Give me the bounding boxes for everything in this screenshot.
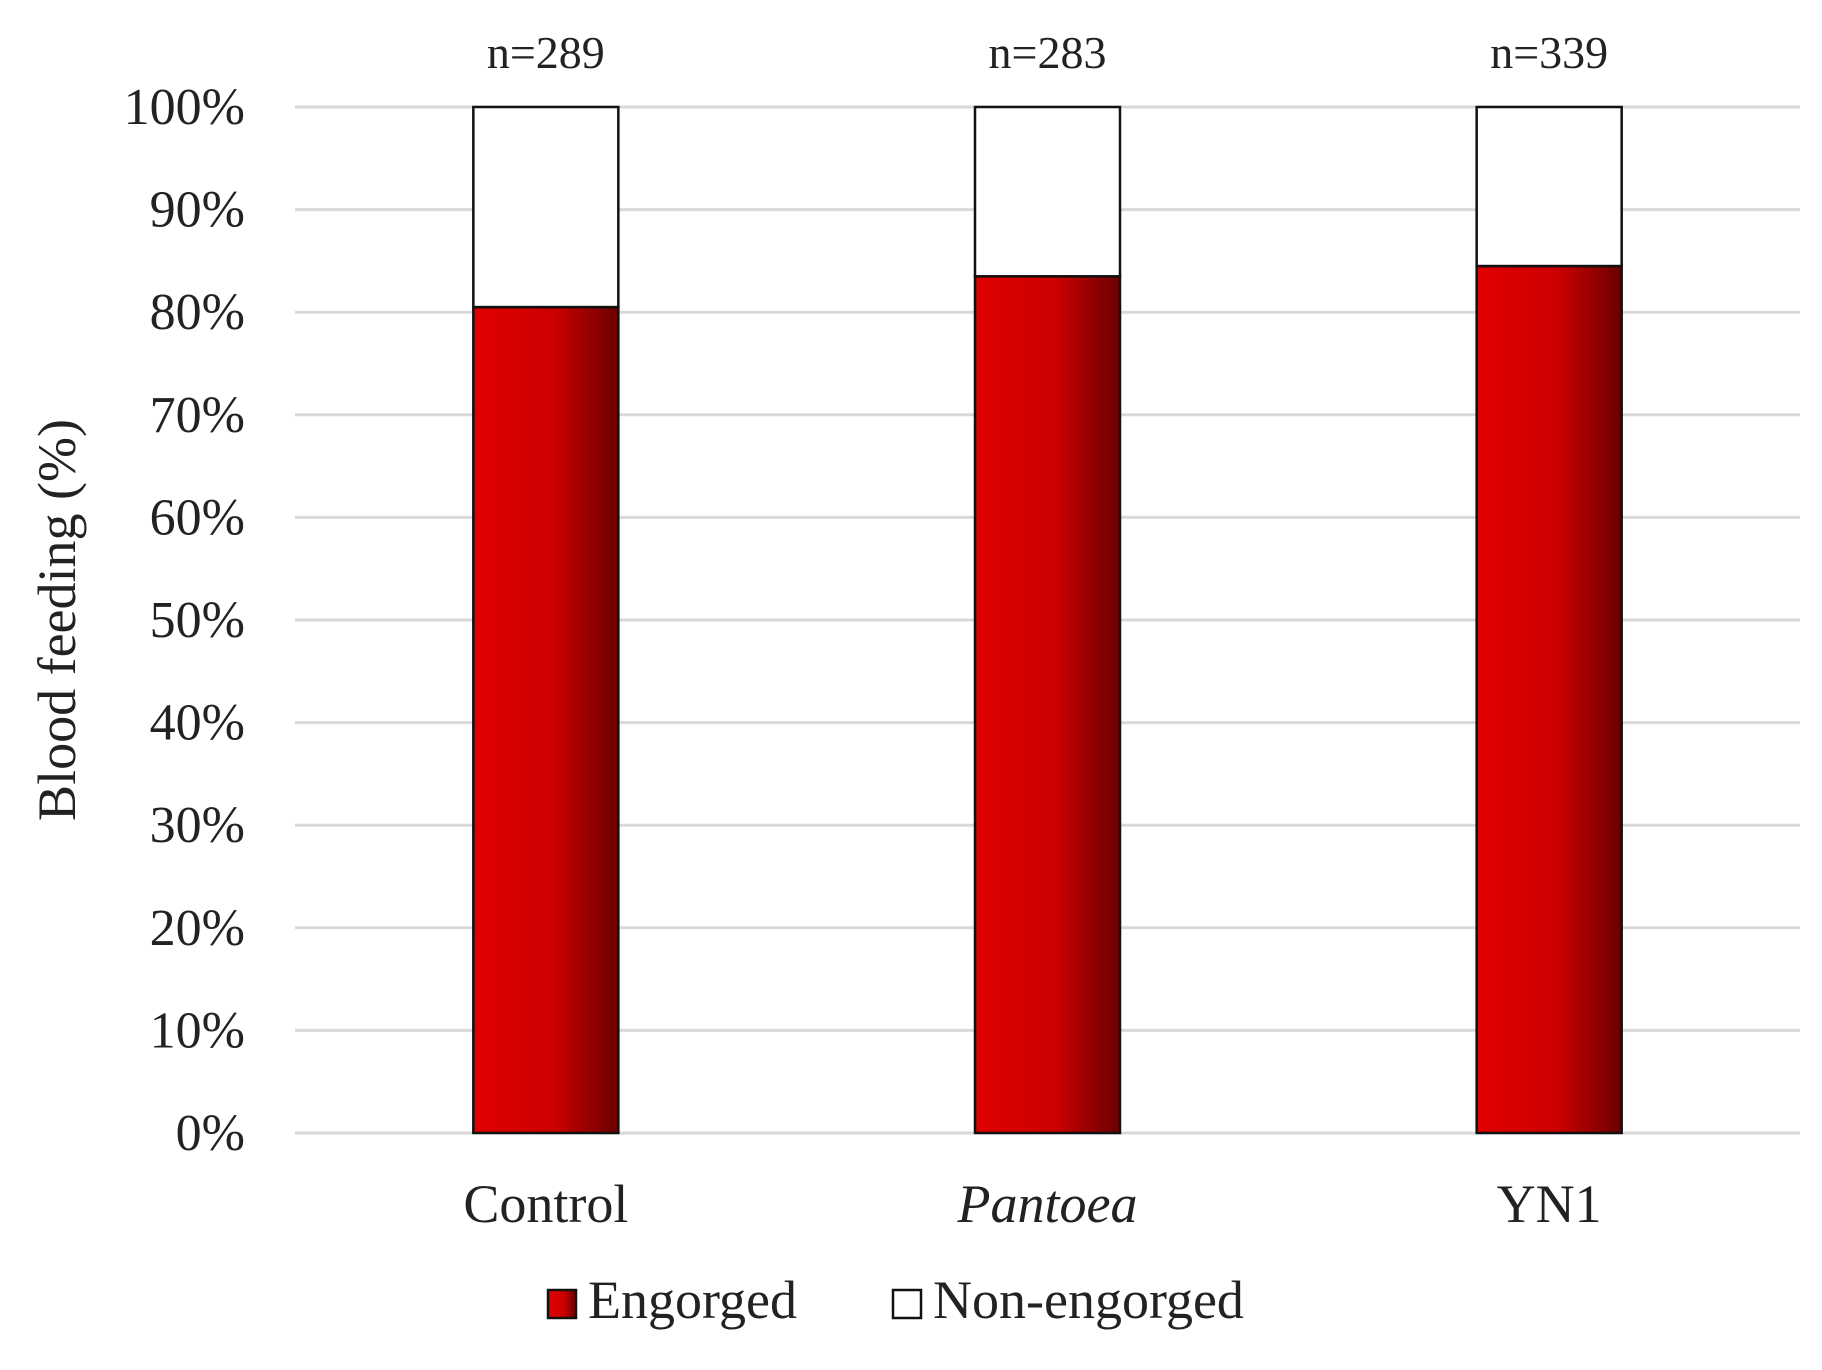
legend: Engorged Non-engorged [546,1270,1244,1330]
y-tick-label: 20% [150,900,245,957]
legend-swatch [891,1288,923,1320]
sample-size-label: n=289 [487,27,605,78]
x-category-label: YN1 [1497,1174,1602,1234]
sample-size-label: n=339 [1490,27,1608,78]
legend-label: Non-engorged [933,1270,1244,1330]
sample-size-label: n=283 [989,27,1107,78]
y-tick-label: 10% [150,1002,245,1059]
y-tick-label: 40% [150,695,245,752]
bar-engorged-yn1 [1475,264,1623,1135]
x-category-label: Pantoea [957,1174,1138,1234]
bar-engorged-control [472,305,620,1135]
y-tick-label: 30% [150,797,245,854]
legend-label: Engorged [588,1270,797,1330]
x-axis-category-labels: Control Pantoea YN1 [463,1174,1601,1234]
y-tick-label: 80% [150,284,245,341]
y-axis-label: Blood feeding (%) [27,419,87,821]
y-tick-label: 90% [150,182,245,239]
y-axis-tick-labels: 0% 10% 20% 30% 40% 50% 60% 70% 80% 90% 100% [124,79,245,1162]
bars [472,105,1623,1135]
legend-swatch [546,1288,578,1320]
y-tick-label: 60% [150,489,245,546]
x-category-label: Control [463,1174,628,1234]
bar-engorged-pantoea [973,275,1122,1135]
bar-non-engorged-control [472,105,620,309]
bar-non-engorged-pantoea [973,105,1122,278]
y-tick-label: 100% [124,79,245,136]
y-tick-label: 70% [150,387,245,444]
y-tick-label: 50% [150,592,245,649]
sample-size-labels: n=289 n=283 n=339 [487,27,1608,78]
bar-non-engorged-yn1 [1475,105,1623,268]
y-tick-label: 0% [176,1105,245,1162]
